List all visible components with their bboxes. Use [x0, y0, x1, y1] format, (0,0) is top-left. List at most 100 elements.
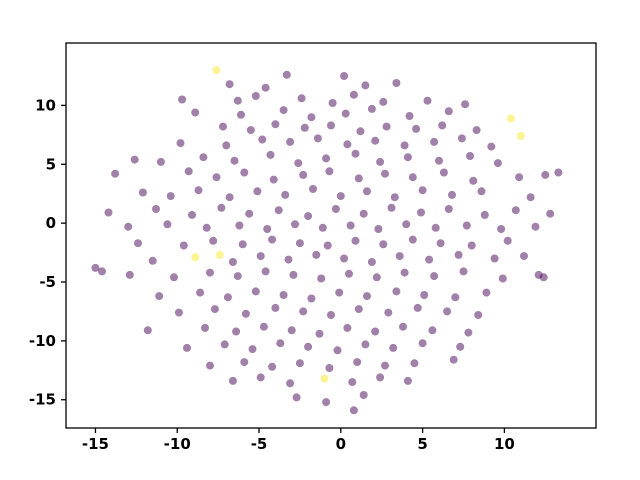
- scatter-point-cluster-purple: [430, 272, 439, 281]
- y-tick-label: 10: [35, 96, 56, 114]
- scatter-point-cluster-purple: [328, 99, 337, 107]
- scatter-point-cluster-purple: [143, 326, 152, 335]
- scatter-point-cluster-purple: [276, 339, 285, 348]
- scatter-point-cluster-purple: [256, 373, 265, 382]
- scatter-point-cluster-purple: [425, 255, 434, 264]
- y-tick-label: 5: [46, 155, 56, 173]
- x-tick-label: 10: [494, 435, 515, 453]
- scatter-point-cluster-purple: [428, 326, 437, 335]
- scatter-point-cluster-purple: [444, 107, 453, 116]
- scatter-point-cluster-purple: [271, 120, 280, 129]
- scatter-point-cluster-purple: [327, 311, 335, 319]
- scatter-point-cluster-purple: [456, 342, 465, 351]
- scatter-point-cluster-purple: [225, 193, 234, 202]
- scatter-point-cluster-purple: [323, 241, 332, 250]
- scatter-point-cluster-purple: [403, 376, 412, 385]
- scatter-point-cluster-purple: [482, 288, 491, 297]
- scatter-point-cluster-purple: [248, 345, 257, 354]
- scatter-point-cluster-purple: [472, 126, 481, 135]
- scatter-point-cluster-purple: [439, 168, 448, 177]
- scatter-point-cluster-purple: [449, 355, 458, 364]
- scatter-point-cluster-purple: [390, 193, 399, 202]
- scatter-point-cluster-purple: [124, 222, 133, 231]
- scatter-point-cluster-purple: [497, 225, 506, 233]
- scatter-point-cluster-purple: [266, 150, 275, 159]
- scatter-point-cluster-purple: [335, 288, 344, 297]
- scatter-point-cluster-purple: [281, 190, 290, 199]
- scatter-point-cluster-purple: [194, 186, 203, 195]
- scatter-point-cluster-purple: [220, 340, 229, 349]
- scatter-point-cluster-purple: [202, 223, 211, 232]
- scatter-point-cluster-purple: [230, 156, 239, 165]
- scatter-point-cluster-purple: [353, 358, 362, 367]
- scatter-point-cluster-purple: [372, 273, 381, 282]
- scatter-point-cluster-purple: [423, 96, 432, 105]
- scatter-point-cluster-purple: [480, 210, 489, 219]
- scatter-point-cluster-purple: [325, 364, 334, 372]
- scatter-point-cluster-purple: [389, 343, 398, 352]
- x-tick-label: -5: [251, 435, 268, 453]
- scatter-point-cluster-purple: [196, 288, 205, 297]
- scatter-point-cluster-purple: [464, 328, 473, 337]
- scatter-point-cluster-purple: [531, 222, 540, 231]
- scatter-point-cluster-purple: [451, 293, 460, 302]
- scatter-point-cluster-purple: [363, 187, 371, 196]
- scatter-point-cluster-purple: [268, 235, 277, 244]
- scatter-point-cluster-purple: [438, 121, 447, 130]
- scatter-point-cluster-purple: [259, 322, 268, 331]
- x-tick-label: -15: [82, 435, 109, 453]
- scatter-point-cluster-purple: [345, 269, 353, 278]
- scatter-point-cluster-purple: [408, 235, 417, 244]
- scatter-point-cluster-purple: [400, 141, 409, 150]
- scatter-point-cluster-purple: [454, 250, 463, 259]
- scatter-point-cluster-purple: [199, 153, 208, 162]
- scatter-point-cluster-purple: [253, 187, 262, 196]
- scatter-point-cluster-purple: [134, 239, 142, 248]
- scatter-point-cluster-purple: [183, 343, 191, 352]
- scatter-point-cluster-purple: [163, 220, 172, 229]
- scatter-point-cluster-yellow: [320, 374, 329, 383]
- scatter-point-cluster-purple: [212, 173, 221, 182]
- x-tick-label: -10: [164, 435, 191, 453]
- scatter-point-cluster-purple: [431, 223, 440, 232]
- scatter-point-cluster-purple: [343, 140, 352, 149]
- scatter-point-cluster-purple: [217, 203, 226, 212]
- scatter-point-cluster-purple: [493, 159, 502, 168]
- scatter-point-cluster-purple: [462, 221, 471, 230]
- scatter-point-cluster-purple: [395, 252, 404, 261]
- scatter-point-cluster-purple: [379, 240, 388, 249]
- scatter-point-cluster-purple: [541, 170, 550, 179]
- scatter-point-cluster-purple: [219, 122, 227, 131]
- scatter-point-cluster-purple: [363, 292, 371, 301]
- scatter-point-cluster-purple: [376, 157, 385, 166]
- scatter-point-cluster-purple: [336, 192, 345, 201]
- scatter-point-cluster-purple: [174, 308, 183, 317]
- scatter-point-cluster-purple: [295, 239, 304, 248]
- scatter-point-cluster-purple: [178, 95, 187, 104]
- scatter-point-cluster-purple: [477, 187, 486, 196]
- scatter-point-cluster-purple: [420, 291, 429, 299]
- scatter-point-cluster-purple: [130, 155, 139, 164]
- scatter-point-cluster-purple: [295, 359, 304, 368]
- scatter-point-cluster-purple: [251, 92, 260, 100]
- scatter-point-cluster-purple: [381, 169, 389, 178]
- scatter-point-cluster-purple: [125, 270, 134, 279]
- scatter-point-cluster-purple: [307, 113, 316, 122]
- scatter-point-cluster-purple: [258, 135, 267, 144]
- scatter-point-cluster-purple: [294, 159, 303, 168]
- scatter-point-cluster-purple: [554, 168, 563, 177]
- scatter-point-cluster-purple: [309, 185, 317, 193]
- scatter-point-cluster-purple: [166, 192, 175, 201]
- scatter-point-cluster-purple: [387, 203, 396, 212]
- scatter-point-cluster-purple: [348, 378, 357, 387]
- scatter-point-cluster-purple: [312, 250, 321, 259]
- scatter-point-cluster-purple: [292, 393, 301, 402]
- y-tick-label: -10: [29, 332, 56, 350]
- scatter-point-cluster-purple: [490, 254, 499, 263]
- scatter-point-cluster-purple: [322, 398, 331, 407]
- scatter-point-cluster-purple: [156, 157, 165, 166]
- scatter-point-cluster-purple: [223, 293, 232, 302]
- scatter-point-cluster-purple: [417, 208, 425, 217]
- scatter-point-cluster-purple: [269, 175, 278, 184]
